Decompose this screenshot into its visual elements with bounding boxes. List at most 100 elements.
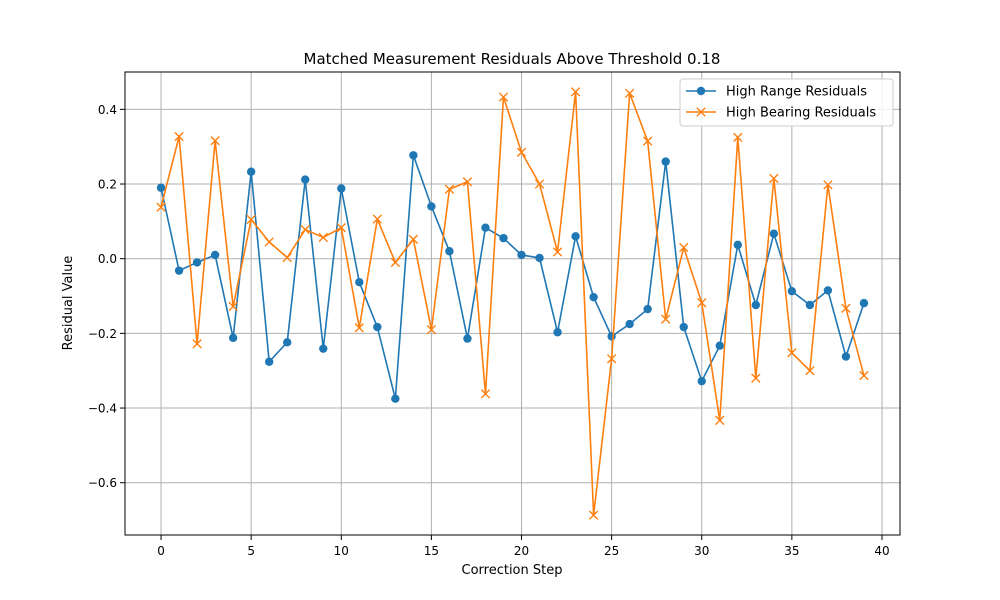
data-point-bearing [552,247,563,257]
data-point-range [481,223,490,232]
data-point-bearing [156,202,166,212]
data-point-bearing [300,224,310,235]
x-tick-label: 5 [247,544,255,558]
data-point-range [246,167,256,176]
data-point-range [787,286,797,296]
y-axis-label: Residual Value [61,256,76,351]
data-point-bearing [516,147,527,157]
data-point-range [445,247,454,256]
data-point-bearing [390,257,401,268]
legend-x-glyph [696,107,706,117]
data-point-bearing [174,131,184,142]
data-point-range [409,151,418,160]
data-point-bearing [570,87,581,97]
data-point-bearing [462,177,473,187]
data-point-bearing [210,136,220,146]
data-point-bearing [624,88,635,98]
x-tick-label: 10 [334,544,349,558]
data-point-range [283,338,292,347]
data-point-range [733,240,742,250]
series-range [156,151,869,403]
data-point-bearing [859,370,869,381]
data-point-bearing [192,339,202,349]
x-tick-label: 40 [874,544,889,558]
x-tick-label: 35 [784,544,799,558]
x-tick-label: 25 [604,544,619,558]
data-point-range [192,258,202,267]
data-point-range [391,394,400,403]
data-point-range [589,292,598,302]
data-point-range [571,232,580,241]
x-axis-label: Correction Step [462,563,563,578]
series-bearing [156,87,869,520]
y-tick-label: 0.0 [98,252,117,266]
data-point-bearing [282,252,292,263]
legend-label-range: High Range Residuals [726,85,867,100]
data-point-range [427,202,436,211]
data-point-range [625,319,634,329]
data-point-range [373,322,382,332]
data-point-bearing [318,232,328,243]
data-point-bearing [787,348,797,358]
x-tick-label: 20 [514,544,529,558]
data-point-bearing [534,179,545,189]
data-point-bearing [264,237,274,247]
legend-marker-bearing [696,107,706,117]
data-point-bearing [372,214,383,224]
legend-label-bearing: High Bearing Residuals [726,106,876,121]
data-point-bearing [408,234,419,244]
data-point-bearing [805,366,815,376]
y-tick-label: −0.6 [88,476,117,490]
series-line-range [160,154,865,400]
data-point-range [715,341,724,350]
data-point-range [499,233,508,243]
data-point-bearing [606,354,617,364]
legend-box [679,78,894,127]
data-point-bearing [228,301,238,312]
plot-frame [124,71,901,536]
data-point-range [319,344,328,353]
data-point-range [751,300,761,310]
series-layer [156,87,869,520]
legend: High Range Residuals High Bearing Residu… [679,78,894,127]
data-point-bearing [336,223,346,233]
chart-title: Matched Measurement Residuals Above Thre… [304,50,721,68]
y-tick-label: 0.2 [98,178,117,192]
data-point-bearing [642,136,653,146]
data-point-bearing [679,242,689,253]
data-point-range [805,300,815,310]
x-tick-label: 0 [157,544,165,558]
data-point-bearing [480,389,491,399]
data-point-range [228,333,238,343]
series-line-bearing [160,90,865,517]
legend-marker-range [696,86,706,96]
data-point-bearing [715,415,725,426]
x-axis-ticks: 0 5 10 15 20 25 30 35 40 [157,535,890,558]
data-point-range [463,334,472,343]
data-point-range [679,322,688,332]
data-point-range [535,253,544,263]
data-point-range [210,250,220,260]
x-tick-label: 30 [694,544,709,558]
data-point-bearing [246,214,256,225]
data-point-range [769,229,779,238]
data-point-bearing [841,303,851,314]
data-point-bearing [444,184,455,194]
data-point-range [553,328,562,337]
data-point-range [156,183,166,192]
data-point-range [697,376,706,386]
data-point-bearing [769,173,779,184]
data-point-range [264,357,274,366]
data-point-bearing [697,298,707,308]
data-point-bearing [426,324,437,335]
data-point-bearing [588,510,599,520]
data-point-bearing [751,373,761,383]
data-point-range [517,250,526,260]
data-point-range [643,304,652,314]
data-point-range [841,352,851,361]
data-point-bearing [354,323,364,333]
y-axis-ticks: −0.6 −0.4 −0.2 0.0 0.2 0.4 [88,103,125,490]
data-point-bearing [498,92,509,102]
data-point-range [661,157,670,166]
